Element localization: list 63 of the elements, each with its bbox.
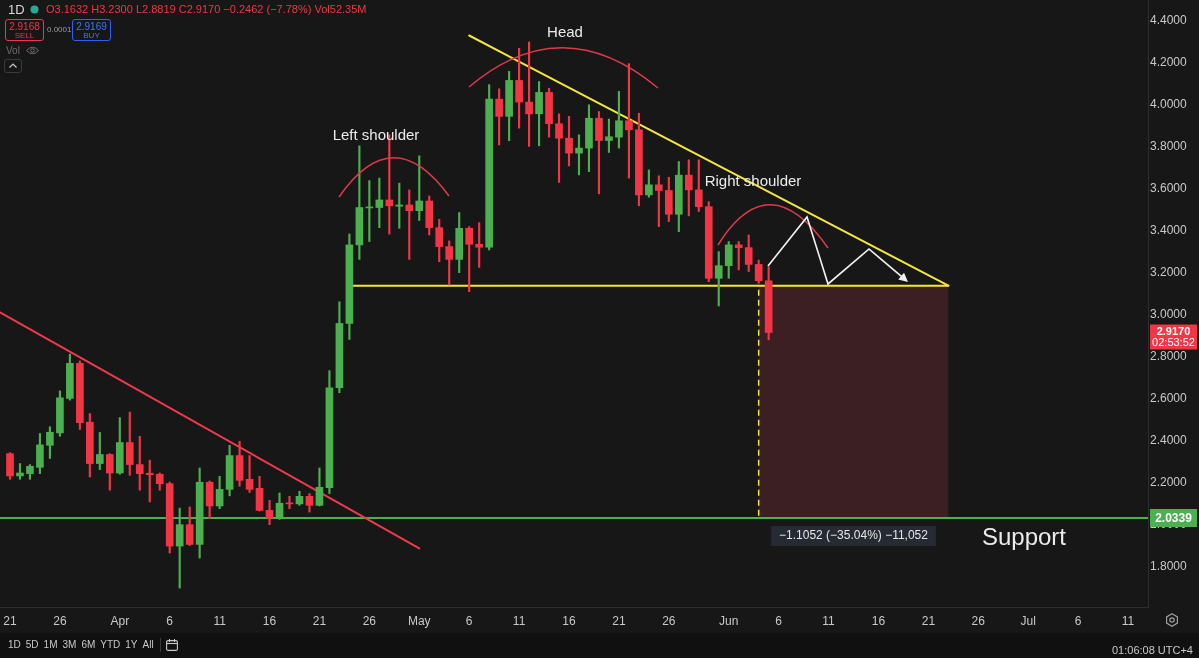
text: 5D: [25, 639, 39, 650]
y-tick-label: 2.4000: [1150, 433, 1188, 448]
ref-line-label: 2.0339: [1155, 511, 1193, 526]
text: 01:06:08 UTC+4: [1111, 644, 1193, 656]
chart-subtitle: O3.1632 H3.2300 L2.8819 C2.9170 −0.2462 (−7.78%) Vol52.35M: [46, 3, 367, 15]
text: 6M: [81, 639, 96, 650]
x-tick-label: 26: [662, 613, 676, 628]
buy-button: 2.9169 BUY: [72, 19, 111, 41]
y-tick-label: 3.6000: [1150, 181, 1188, 196]
x-tick-label: 21: [921, 613, 936, 628]
text: 1M: [43, 639, 58, 650]
y-tick-label: 3.0000: [1150, 307, 1188, 322]
x-tick-label: May: [407, 613, 431, 628]
x-tick-label: Jun: [719, 613, 739, 628]
y-tick-label: 3.2000: [1150, 265, 1188, 280]
annotation: 2.9169: [75, 21, 108, 32]
x-tick-label: 11: [822, 613, 836, 628]
x-tick-label: 11: [213, 613, 227, 628]
x-tick-label: 21: [312, 613, 327, 628]
x-tick-label: 16: [262, 613, 277, 628]
text: 3M: [62, 639, 77, 650]
sell-button: 2.9168 SELL: [5, 19, 44, 41]
band-label: −1.1052 (−35.04%) −11,052: [779, 528, 929, 543]
x-tick-label: 11: [512, 613, 526, 628]
y-tick-label: 1.8000: [1150, 559, 1188, 574]
x-tick-label: 6: [166, 613, 174, 628]
annotation: Support: [981, 523, 1067, 550]
x-tick-label: 21: [3, 613, 17, 628]
text: 1Y: [125, 639, 138, 650]
annotation: BUY: [82, 31, 101, 40]
y-tick-label: 3.8000: [1150, 139, 1188, 154]
y-tick-label: 4.2000: [1150, 55, 1188, 70]
x-tick-label: 26: [53, 613, 67, 628]
x-tick-label: 21: [612, 613, 626, 628]
text: 1D: [8, 639, 21, 650]
x-tick-label: 6: [775, 613, 783, 628]
x-tick-label: Jul: [1020, 613, 1036, 628]
text: YTD: [100, 639, 121, 650]
y-tick-label: 4.0000: [1150, 97, 1188, 112]
x-tick-label: 11: [1121, 613, 1135, 628]
annotation: 2.9168: [8, 21, 41, 32]
x-tick-label: Apr: [110, 613, 130, 628]
annotation: SELL: [13, 31, 36, 40]
annotation: Head: [547, 22, 583, 40]
text: All: [142, 639, 154, 650]
y-tick-label: 4.4000: [1150, 13, 1188, 28]
y-tick-label: 2.2000: [1150, 475, 1188, 490]
y-tick-label: 3.4000: [1150, 223, 1188, 238]
text: 2.9170: [1156, 324, 1191, 337]
annotation: Left shoulder: [332, 125, 420, 143]
text: 02:53:52: [1152, 335, 1195, 348]
x-tick-label: 6: [1074, 613, 1082, 628]
x-tick-label: 26: [971, 613, 986, 628]
x-tick-label: 16: [871, 613, 886, 628]
x-tick-label: 26: [362, 613, 377, 628]
x-tick-label: 6: [465, 613, 473, 628]
chart-title: 1D: [8, 2, 25, 17]
annotation: Vol: [6, 45, 20, 56]
annotation: Right shoulder: [704, 171, 802, 189]
x-tick-label: 16: [562, 613, 576, 628]
y-tick-label: 2.8000: [1150, 349, 1188, 364]
annotation: 0.0001: [47, 25, 72, 34]
y-tick-label: 2.6000: [1150, 391, 1188, 406]
